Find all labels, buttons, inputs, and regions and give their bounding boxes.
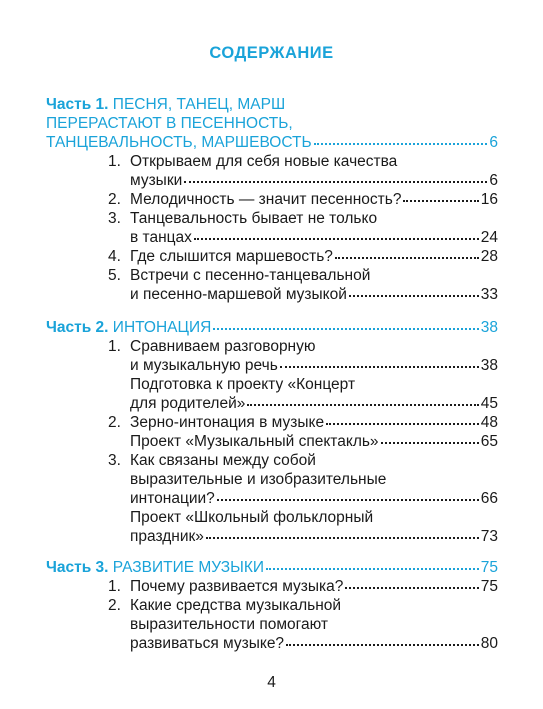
toc-entry-2-project2: Проект «Школьный фольклорный [130, 509, 374, 526]
part3-label: Часть 3. [46, 559, 109, 576]
leader-dots [348, 295, 479, 297]
toc-entry-1-4: 4. Где слышится маршевость? 28 [108, 247, 498, 266]
entry-text-line1: Где слышится маршевость? [130, 248, 333, 265]
leader-dots [380, 442, 479, 444]
entry-text-line2: праздник» [130, 528, 204, 545]
leader-dots [279, 366, 479, 368]
part1-heading-line3: ТАНЦЕВАЛЬНОСТЬ, МАРШЕВОСТЬ 6 [46, 133, 498, 152]
leader-dots [403, 200, 479, 202]
entry-text-line2: в танцах [130, 229, 192, 246]
leader-dots [193, 238, 479, 240]
toc-entry-3-2-line2: выразительности помогают [130, 616, 328, 633]
leader-dots [286, 644, 479, 646]
toc-entry-2-prep-cont: для родителей» 45 [130, 394, 498, 413]
leader-dots [247, 404, 479, 406]
entry-page: 75 [480, 578, 498, 595]
part2-heading: Часть 2. ИНТОНАЦИЯ 38 [46, 318, 498, 337]
entry-number: 3. [108, 210, 121, 227]
entry-number: 1. [108, 578, 121, 595]
part1-title-line3: ТАНЦЕВАЛЬНОСТЬ, МАРШЕВОСТЬ [46, 134, 312, 151]
toc-entry-2-1-cont: и музыкальную речь 38 [130, 356, 498, 375]
leader-dots [266, 568, 479, 570]
toc-entry-3-2: 2. Какие средства музыкальной [108, 596, 341, 615]
entry-page: 24 [480, 229, 498, 246]
entry-number: 2. [108, 597, 121, 614]
toc-entry-3-1: 1. Почему развивается музыка? 75 [108, 577, 498, 596]
leader-dots [313, 143, 488, 145]
toc-entry-2-project1: Проект «Музыкальный спектакль» 65 [130, 432, 498, 451]
toc-entry-2-3-line2: выразительные и изобразительные [130, 471, 387, 488]
page-number: 4 [267, 674, 276, 691]
entry-text-line2: для родителей» [130, 395, 246, 412]
entry-text-line2: музыки [130, 172, 183, 189]
toc-entry-2-3-cont: интонации? 66 [130, 489, 498, 508]
toc-entry-2-1: 1. Сравниваем разговорную [108, 337, 316, 356]
entry-number: 5. [108, 267, 121, 284]
entry-text-line3: интонации? [130, 490, 215, 507]
entry-text-line1: Какие средства музыкальной [130, 597, 342, 614]
toc-entry-1-3-cont: в танцах 24 [130, 228, 498, 247]
part2-page: 38 [480, 319, 498, 336]
part1-label: Часть 1. [46, 96, 109, 113]
leader-dots [334, 257, 479, 259]
toc-entry-1-5-cont: и песенно-маршевой музыкой 33 [130, 285, 498, 304]
part1-heading-line1: Часть 1. ПЕСНЯ, ТАНЕЦ, МАРШ [46, 95, 285, 114]
entry-page: 16 [480, 191, 498, 208]
entry-text-line2: и песенно-маршевой музыкой [130, 286, 347, 303]
entry-text-line1: Мелодичность — значит песенность? [130, 191, 402, 208]
toc-entry-2-project2-cont: праздник» 73 [130, 527, 498, 546]
entry-page: 28 [480, 248, 498, 265]
entry-text-line1: Открываем для себя новые качества [130, 153, 398, 170]
leader-dots [345, 587, 479, 589]
entry-number: 4. [108, 248, 121, 265]
entry-page: 80 [480, 635, 498, 652]
entry-text-line1: Как связаны между собой [130, 452, 316, 469]
entry-text-line1: Сравниваем разговорную [130, 338, 316, 355]
entry-text-line1: Почему развивается музыка? [130, 578, 344, 595]
entry-text-line3: развиваться музыке? [130, 635, 285, 652]
part1-title-line2: ПЕРЕРАСТАЮТ В ПЕСЕННОСТЬ, [46, 115, 293, 132]
entry-page: 48 [480, 414, 498, 431]
entry-text-line1: Танцевальность бывает не только [130, 210, 378, 227]
toc-entry-1-3: 3. Танцевальность бывает не только [108, 209, 377, 228]
leader-dots [205, 537, 479, 539]
entry-text-line1: Встречи с песенно-танцевальной [130, 267, 371, 284]
entry-page: 65 [480, 433, 498, 450]
toc-entry-3-2-cont: развиваться музыке? 80 [130, 634, 498, 653]
toc-entry-2-3: 3. Как связаны между собой [108, 451, 316, 470]
part1-page: 6 [489, 134, 498, 151]
entry-page: 66 [480, 490, 498, 507]
entry-page: 33 [480, 286, 498, 303]
entry-page: 6 [489, 172, 498, 189]
toc-entry-2-prep: Подготовка к проекту «Концерт [130, 376, 356, 393]
part2-label: Часть 2. [46, 319, 109, 336]
toc-entry-1-1: 1. Открываем для себя новые качества [108, 152, 397, 171]
leader-dots [213, 328, 479, 330]
entry-text-line1: Проект «Музыкальный спектакль» [130, 433, 379, 450]
toc-entry-2-2: 2. Зерно-интонация в музыке 48 [108, 413, 498, 432]
entry-page: 38 [480, 357, 498, 374]
entry-number: 3. [108, 452, 121, 469]
leader-dots [184, 181, 488, 183]
entry-number: 2. [108, 191, 121, 208]
entry-page: 45 [480, 395, 498, 412]
toc-entry-1-1-cont: музыки 6 [130, 171, 498, 190]
part1-title-line1: ПЕСНЯ, ТАНЕЦ, МАРШ [112, 96, 286, 113]
entry-page: 73 [480, 528, 498, 545]
entry-number: 1. [108, 338, 121, 355]
page-title: СОДЕРЖАНИЕ [209, 44, 334, 62]
part3-page: 75 [480, 559, 498, 576]
entry-number: 1. [108, 153, 121, 170]
part3-heading: Часть 3. РАЗВИТИЕ МУЗЫКИ 75 [46, 558, 498, 577]
leader-dots [326, 423, 479, 425]
part3-title: РАЗВИТИЕ МУЗЫКИ [112, 559, 265, 576]
leader-dots [216, 499, 479, 501]
entry-number: 2. [108, 414, 121, 431]
entry-text-line2: и музыкальную речь [130, 357, 278, 374]
toc-entry-1-5: 5. Встречи с песенно-танцевальной [108, 266, 370, 285]
entry-text-line1: Зерно-интонация в музыке [130, 414, 325, 431]
part2-title: ИНТОНАЦИЯ [112, 319, 212, 336]
toc-entry-1-2: 2. Мелодичность — значит песенность? 16 [108, 190, 498, 209]
